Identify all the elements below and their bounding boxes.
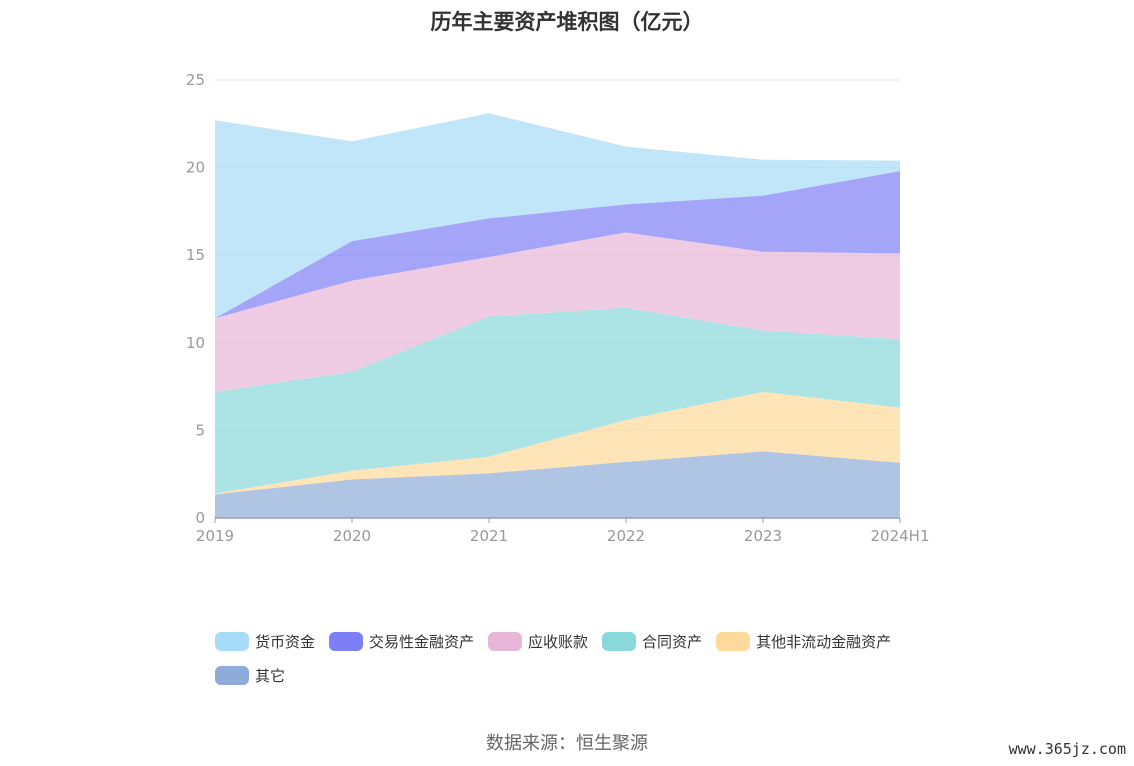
area-series-0	[215, 451, 900, 518]
x-tick-label: 2024H1	[871, 527, 930, 545]
legend-item[interactable]: 其它	[215, 664, 285, 686]
area-series-2	[215, 307, 900, 494]
y-tick-label: 0	[195, 509, 205, 527]
legend-swatch	[215, 665, 249, 685]
legend-item[interactable]: 合同资产	[602, 630, 702, 652]
x-tick-label: 2021	[470, 527, 508, 545]
y-tick-label: 5	[195, 421, 205, 439]
legend-label: 交易性金融资产	[369, 632, 475, 651]
legend-swatch	[329, 631, 364, 651]
legend-swatch	[488, 631, 523, 651]
x-tick-label: 2023	[744, 527, 782, 545]
y-tick-label: 10	[186, 334, 205, 352]
y-tick-label: 20	[186, 159, 205, 177]
legend-label: 货币资金	[255, 632, 316, 651]
y-tick-label: 25	[186, 71, 205, 89]
area-series-5	[215, 113, 900, 319]
legend-label: 其它	[255, 666, 286, 685]
x-tick-label: 2019	[196, 527, 234, 545]
area-series-4	[215, 171, 900, 319]
legend-swatch	[716, 631, 751, 651]
x-tick-label: 2022	[607, 527, 645, 545]
legend-item[interactable]: 应收账款	[488, 630, 588, 652]
legend-label: 合同资产	[642, 632, 703, 651]
legend-label: 应收账款	[528, 632, 589, 651]
x-tick-label: 2020	[333, 527, 371, 545]
legend-item[interactable]: 货币资金	[215, 630, 315, 652]
watermark: www.365jz.com	[1008, 740, 1126, 758]
legend: 货币资金 交易性金融资产 应收账款 合同资产 其他非流动金融资产其它	[215, 630, 975, 686]
legend-swatch	[602, 631, 637, 651]
legend-item[interactable]: 交易性金融资产	[329, 630, 474, 652]
y-tick-label: 15	[186, 246, 205, 264]
area-series	[215, 113, 900, 518]
chart-title: 历年主要资产堆积图（亿元）	[430, 10, 704, 34]
area-series-3	[215, 232, 900, 392]
legend-swatch	[215, 631, 249, 651]
area-series-1	[215, 391, 900, 495]
axes: 0 5 10 15 20 25 2019 2020 2021 2022 2023 2024H1	[186, 71, 930, 545]
legend-item[interactable]: 其他非流动金融资产	[716, 630, 891, 652]
data-source: 数据来源：恒生聚源	[486, 733, 648, 754]
stacked-area-chart: 0 5 10 15 20 25 2019 2020 2021 2022 2023 2024H1	[186, 71, 930, 545]
legend-label: 其他非流动金融资产	[756, 632, 892, 651]
